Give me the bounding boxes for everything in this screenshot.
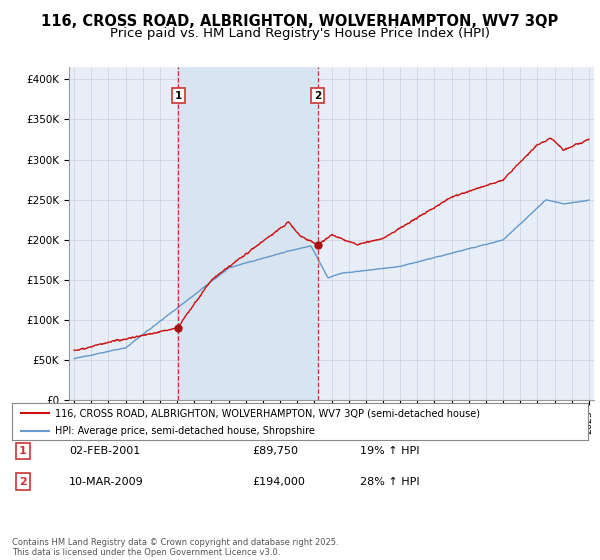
Bar xyxy=(178,67,317,400)
Text: Contains HM Land Registry data © Crown copyright and database right 2025.
This d: Contains HM Land Registry data © Crown c… xyxy=(12,538,338,557)
Text: Price paid vs. HM Land Registry's House Price Index (HPI): Price paid vs. HM Land Registry's House … xyxy=(110,27,490,40)
Text: 28% ↑ HPI: 28% ↑ HPI xyxy=(360,477,419,487)
Text: 1: 1 xyxy=(19,446,26,456)
Text: 02-FEB-2001: 02-FEB-2001 xyxy=(69,446,140,456)
Text: 116, CROSS ROAD, ALBRIGHTON, WOLVERHAMPTON, WV7 3QP (semi-detached house): 116, CROSS ROAD, ALBRIGHTON, WOLVERHAMPT… xyxy=(55,408,480,418)
Text: HPI: Average price, semi-detached house, Shropshire: HPI: Average price, semi-detached house,… xyxy=(55,426,315,436)
Text: 10-MAR-2009: 10-MAR-2009 xyxy=(69,477,144,487)
Text: 19% ↑ HPI: 19% ↑ HPI xyxy=(360,446,419,456)
Text: 2: 2 xyxy=(314,91,321,101)
Text: £194,000: £194,000 xyxy=(252,477,305,487)
Text: 1: 1 xyxy=(175,91,182,101)
Text: £89,750: £89,750 xyxy=(252,446,298,456)
Text: 116, CROSS ROAD, ALBRIGHTON, WOLVERHAMPTON, WV7 3QP: 116, CROSS ROAD, ALBRIGHTON, WOLVERHAMPT… xyxy=(41,14,559,29)
Text: 2: 2 xyxy=(19,477,26,487)
